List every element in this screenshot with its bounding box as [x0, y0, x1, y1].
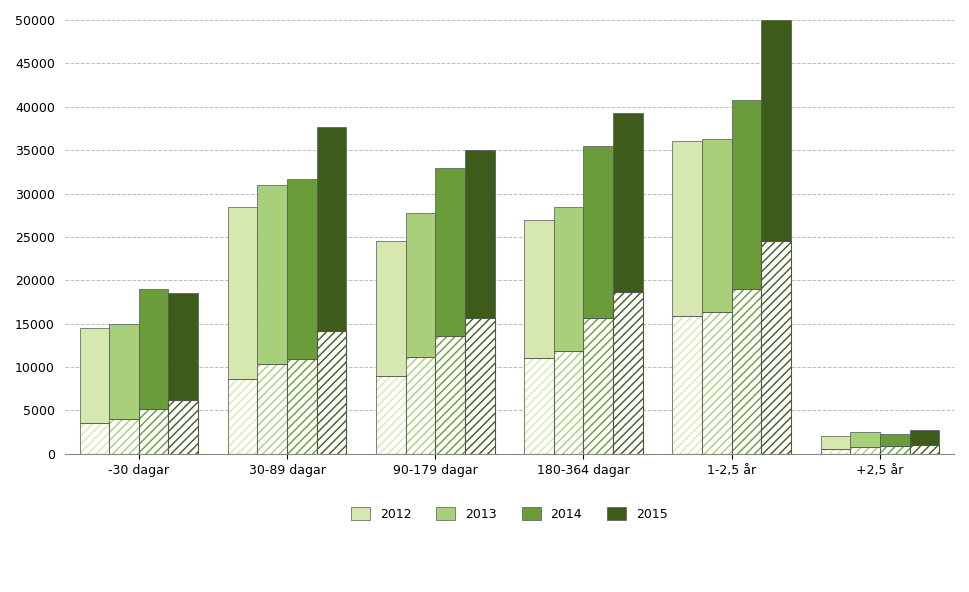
Bar	[880, 446, 910, 454]
Bar	[732, 289, 762, 454]
Bar	[228, 207, 258, 379]
Bar	[524, 358, 554, 454]
Bar	[317, 330, 346, 454]
Bar	[109, 419, 139, 454]
Bar	[435, 336, 465, 454]
Bar	[880, 434, 910, 446]
Bar	[169, 400, 198, 454]
Bar	[406, 356, 435, 454]
Bar	[762, 242, 791, 454]
Bar	[583, 146, 613, 318]
Bar	[376, 376, 406, 454]
Bar	[228, 379, 258, 454]
Bar	[583, 318, 613, 454]
Bar	[850, 447, 880, 454]
Bar	[169, 293, 198, 400]
Bar	[732, 100, 762, 289]
Bar	[524, 220, 554, 358]
Bar	[79, 328, 109, 423]
Bar	[762, 20, 791, 242]
Bar	[258, 185, 287, 363]
Bar	[702, 139, 732, 313]
Bar	[613, 292, 642, 454]
Bar	[850, 447, 880, 454]
Bar	[524, 358, 554, 454]
Bar	[583, 318, 613, 454]
Bar	[821, 449, 850, 454]
Bar	[258, 363, 287, 454]
Bar	[702, 313, 732, 454]
Bar	[79, 423, 109, 454]
Bar	[287, 359, 317, 454]
Bar	[880, 446, 910, 454]
Bar	[376, 242, 406, 376]
Bar	[672, 316, 702, 454]
Bar	[465, 318, 494, 454]
Bar	[435, 336, 465, 454]
Bar	[821, 449, 850, 454]
Bar	[139, 408, 169, 454]
Bar	[406, 214, 435, 356]
Bar	[406, 356, 435, 454]
Bar	[317, 330, 346, 454]
Bar	[910, 445, 939, 454]
Bar	[732, 289, 762, 454]
Bar	[465, 150, 494, 318]
Bar	[554, 350, 583, 454]
Bar	[910, 445, 939, 454]
Bar	[287, 359, 317, 454]
Bar	[109, 324, 139, 419]
Bar	[228, 379, 258, 454]
Bar	[910, 430, 939, 445]
Bar	[554, 207, 583, 350]
Bar	[702, 313, 732, 454]
Bar	[850, 432, 880, 447]
Bar	[139, 408, 169, 454]
Bar	[672, 316, 702, 454]
Bar	[79, 423, 109, 454]
Bar	[376, 376, 406, 454]
Bar	[613, 292, 642, 454]
Bar	[821, 436, 850, 449]
Bar	[762, 242, 791, 454]
Bar	[139, 289, 169, 408]
Bar	[287, 179, 317, 359]
Legend: 2012, 2013, 2014, 2015: 2012, 2013, 2014, 2015	[346, 502, 672, 526]
Bar	[435, 168, 465, 336]
Bar	[613, 113, 642, 292]
Bar	[109, 419, 139, 454]
Bar	[554, 350, 583, 454]
Bar	[672, 141, 702, 316]
Bar	[317, 127, 346, 330]
Bar	[169, 400, 198, 454]
Bar	[258, 363, 287, 454]
Bar	[465, 318, 494, 454]
